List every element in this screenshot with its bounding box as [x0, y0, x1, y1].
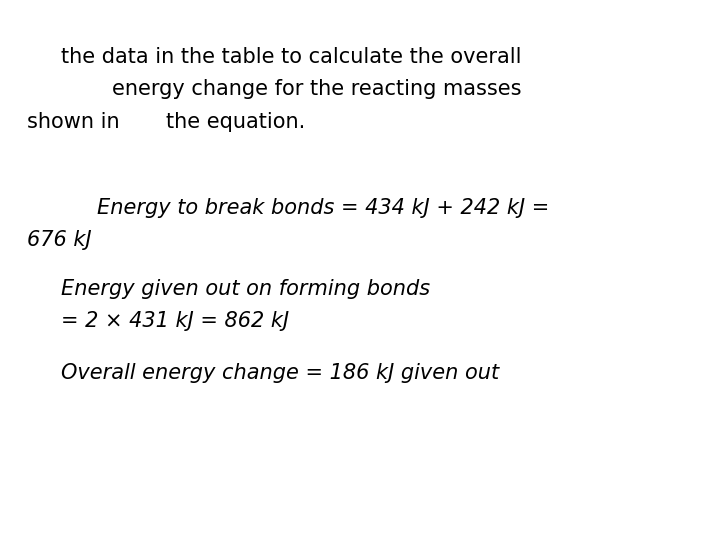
Text: Energy given out on forming bonds: Energy given out on forming bonds — [61, 279, 431, 299]
Text: energy change for the reacting masses: energy change for the reacting masses — [112, 79, 521, 99]
Text: = 2 × 431 kJ = 862 kJ: = 2 × 431 kJ = 862 kJ — [61, 311, 289, 332]
Text: 676 kJ: 676 kJ — [27, 230, 92, 251]
Text: shown in       the equation.: shown in the equation. — [27, 111, 305, 132]
Text: Overall energy change = 186 kJ given out: Overall energy change = 186 kJ given out — [61, 362, 500, 383]
Text: Energy to break bonds = 434 kJ + 242 kJ =: Energy to break bonds = 434 kJ + 242 kJ … — [97, 198, 549, 218]
Text: the data in the table to calculate the overall: the data in the table to calculate the o… — [61, 46, 522, 67]
